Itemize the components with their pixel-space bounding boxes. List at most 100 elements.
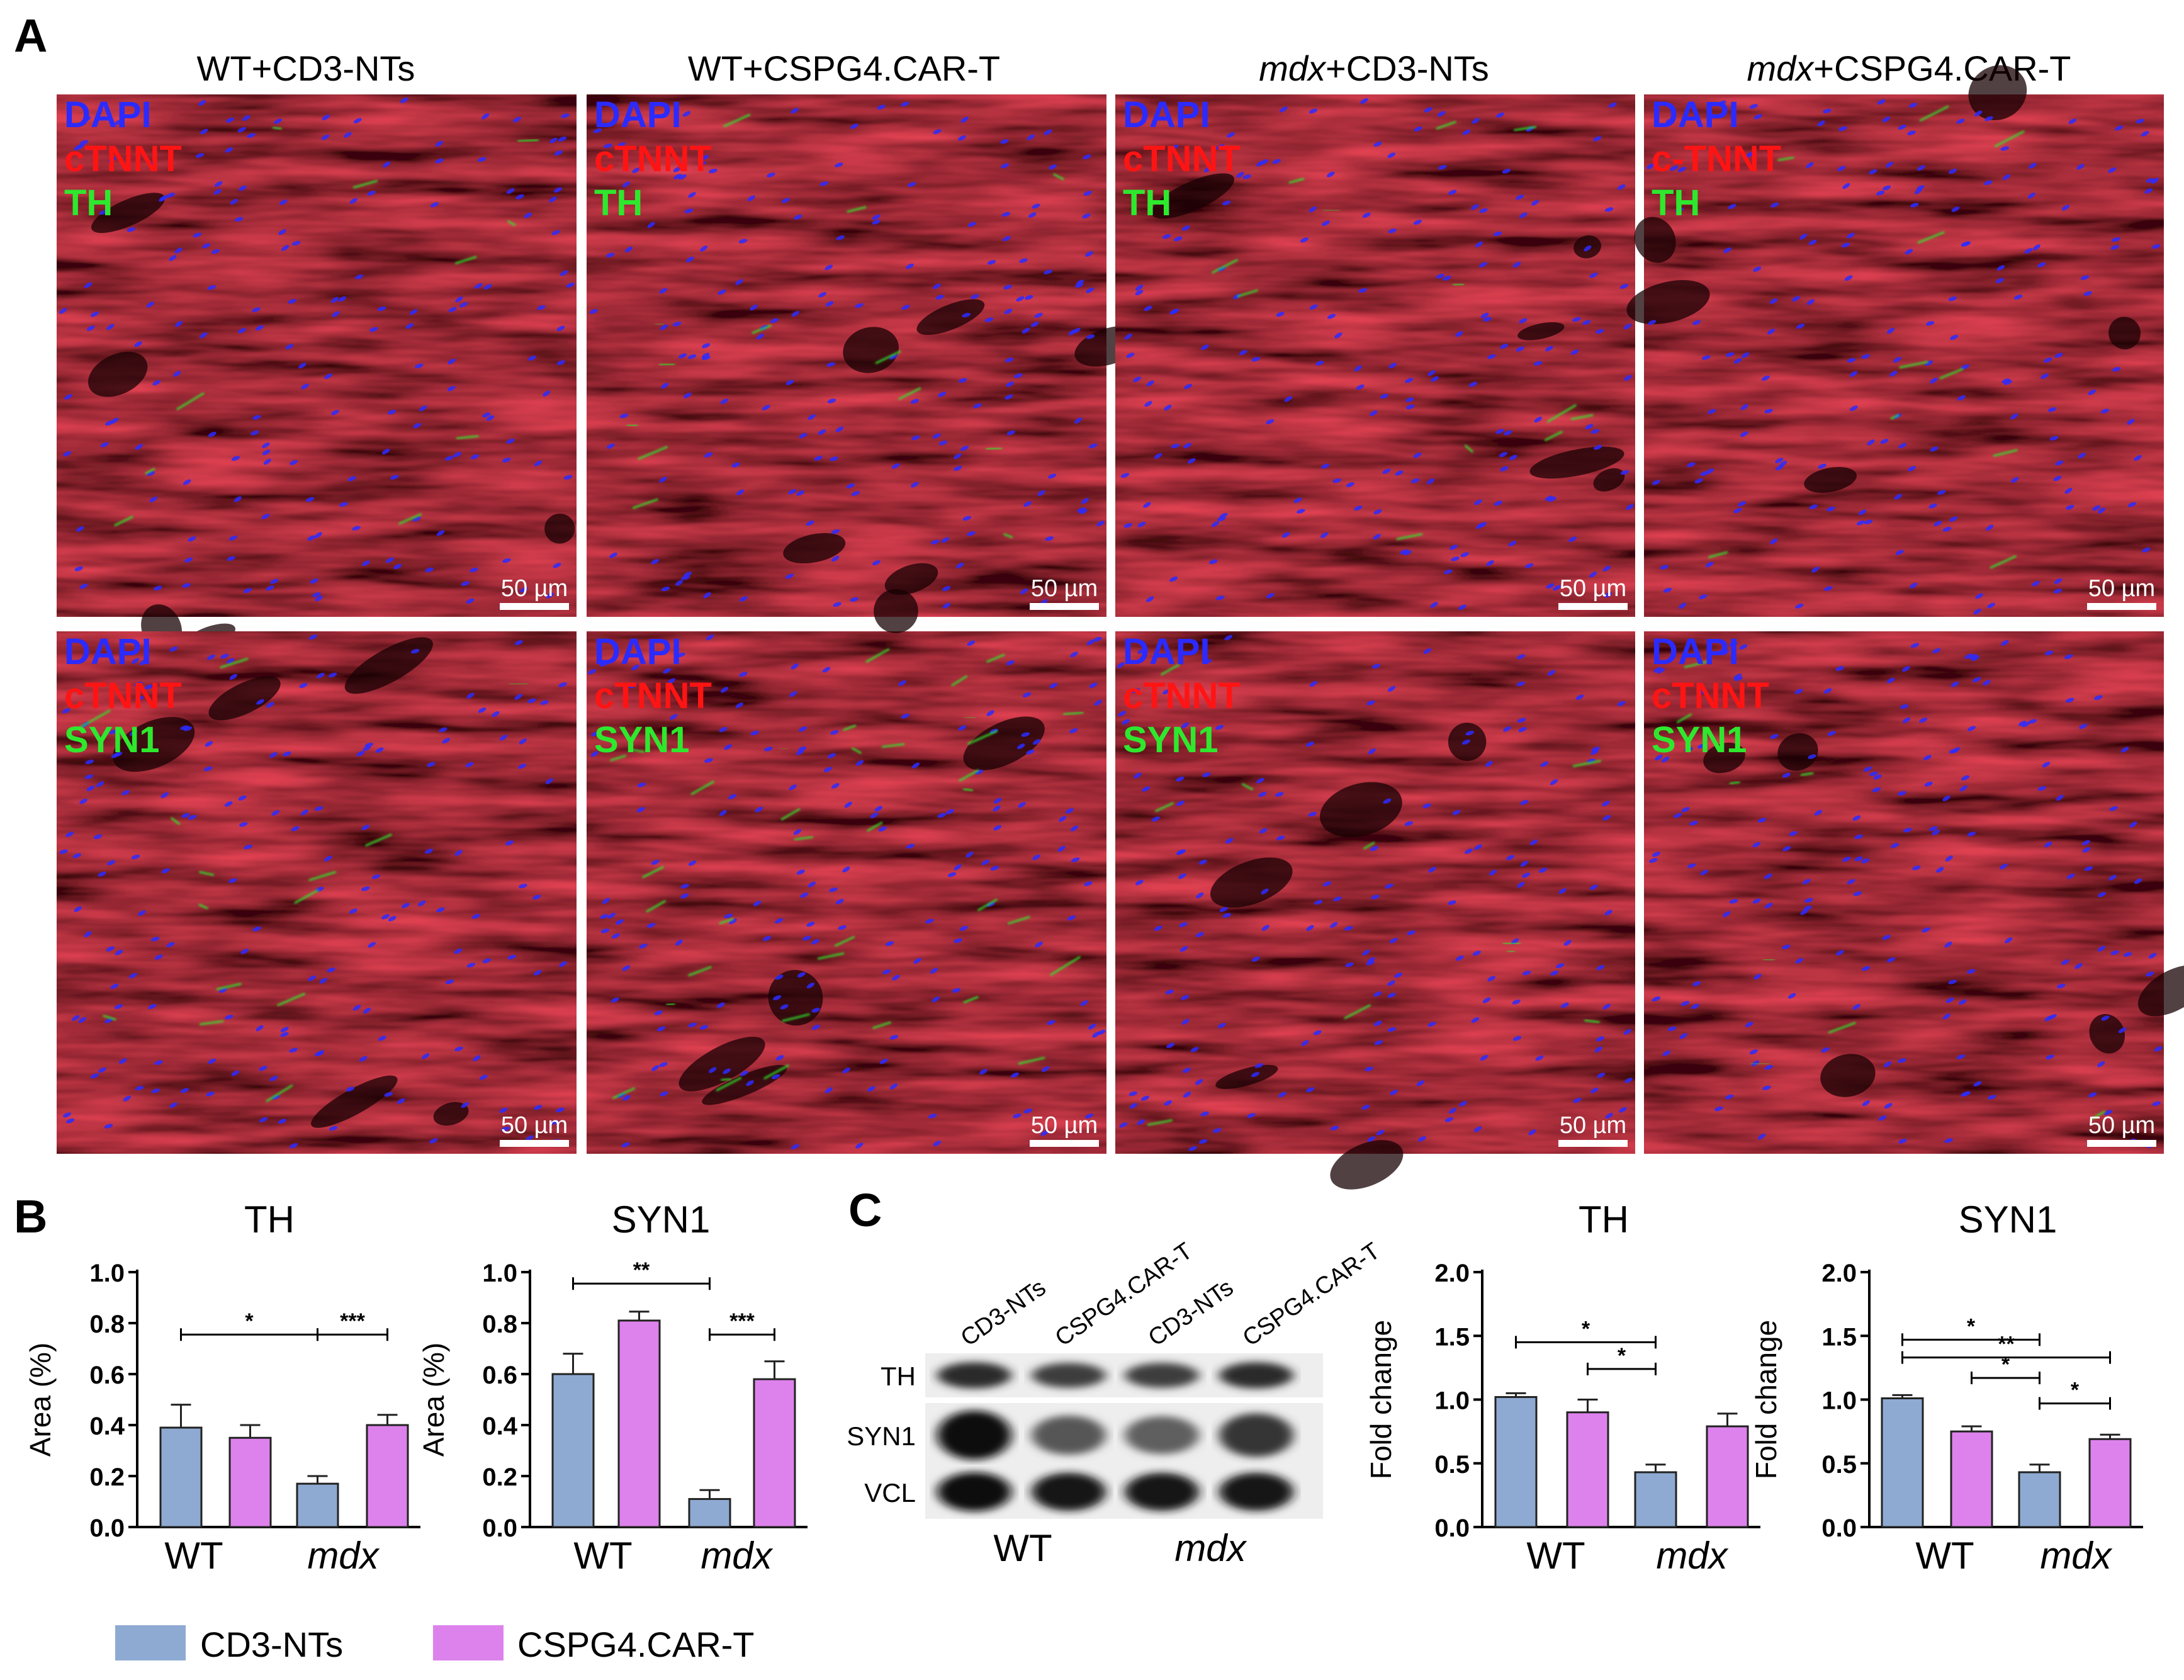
marker-fibre [666, 1003, 675, 1006]
nucleus [1032, 854, 1040, 860]
nucleus [2146, 971, 2154, 977]
nucleus [1118, 711, 1127, 717]
nucleus [681, 575, 690, 580]
nucleus [1604, 592, 1613, 598]
nucleus [1531, 200, 1539, 206]
marker-fibre [1917, 231, 1945, 244]
channel-label: TH [1652, 183, 1700, 223]
nucleus [1597, 1073, 1606, 1078]
nucleus [1261, 888, 1269, 894]
nucleus [86, 325, 95, 331]
nucleus [220, 653, 229, 659]
nucleus [1936, 867, 1944, 873]
tissue-void [843, 327, 899, 373]
nucleus [139, 659, 147, 665]
nucleus [2053, 475, 2062, 482]
nucleus [225, 1015, 234, 1020]
nucleus [1070, 825, 1079, 832]
nucleus [180, 1088, 189, 1093]
nucleus [720, 687, 729, 693]
nucleus [1333, 896, 1342, 901]
nucleus [321, 134, 330, 140]
nucleus [378, 1035, 386, 1041]
marker-fibre [199, 871, 215, 876]
nucleus [1387, 980, 1395, 986]
marker-fibre [1464, 444, 1474, 453]
nucleus [1122, 719, 1130, 725]
nucleus [882, 969, 891, 974]
nucleus [954, 864, 962, 871]
nucleus [1814, 809, 1823, 816]
nucleus [1382, 468, 1391, 474]
nucleus [1086, 640, 1095, 645]
nucleus [2100, 409, 2110, 414]
nucleus [1320, 532, 1329, 538]
nucleus [1729, 899, 1738, 904]
nucleus [1553, 585, 1561, 591]
nucleus [90, 1073, 99, 1079]
nucleus [1314, 899, 1323, 905]
nucleus [346, 1086, 354, 1092]
nucleus [1373, 141, 1382, 147]
nucleus [1519, 318, 1528, 324]
nucleus [831, 529, 840, 534]
nucleus [1512, 1035, 1522, 1041]
nucleus [415, 363, 424, 369]
nucleus [144, 684, 153, 690]
nucleus [1869, 169, 1877, 174]
marker-fibre [1993, 449, 2018, 457]
nucleus [1448, 189, 1457, 195]
scale-bar-label: 50 µm [1560, 1112, 1626, 1139]
channel-label: TH [594, 183, 643, 223]
nucleus [331, 410, 339, 415]
nucleus [1251, 956, 1260, 962]
nucleus [2084, 866, 2093, 871]
nucleus [208, 1058, 217, 1064]
nucleus [1405, 404, 1415, 410]
nucleus [957, 135, 966, 141]
nucleus [1619, 283, 1629, 289]
nucleus [796, 869, 805, 875]
nucleus [202, 243, 211, 249]
nucleus [1948, 979, 1957, 984]
nucleus [829, 887, 838, 893]
nucleus [1040, 1130, 1049, 1136]
nucleus [315, 595, 323, 602]
nucleus [780, 1004, 789, 1010]
nucleus [514, 694, 522, 700]
nucleus [375, 747, 384, 753]
nucleus [716, 1002, 725, 1008]
nucleus [1188, 1146, 1197, 1151]
nucleus [549, 1120, 559, 1125]
bar-cd3-nts [1494, 1395, 1538, 1528]
nucleus [688, 1022, 697, 1027]
nucleus [1222, 913, 1231, 918]
nucleus [1251, 357, 1260, 362]
nucleus [605, 252, 615, 257]
nucleus [1687, 462, 1696, 468]
nucleus [225, 147, 234, 153]
nucleus [439, 727, 447, 733]
nucleus [1259, 828, 1268, 834]
nucleus [1309, 304, 1318, 310]
nucleus [1950, 681, 1959, 687]
nucleus [1475, 241, 1483, 248]
nucleus [1120, 473, 1130, 478]
nucleus [93, 834, 103, 840]
nucleus [1535, 1055, 1544, 1061]
nucleus [195, 153, 205, 158]
marker-fibre [959, 769, 979, 782]
nucleus [2054, 578, 2063, 584]
bar-cd3-nts [1881, 1397, 1924, 1528]
nucleus [667, 678, 675, 684]
nucleus [1472, 118, 1480, 124]
nucleus [1864, 519, 1873, 524]
nucleus [1545, 495, 1553, 501]
nucleus [1626, 504, 1634, 510]
nucleus [338, 296, 347, 302]
nucleus [1646, 163, 1655, 169]
nucleus [263, 458, 271, 465]
nucleus [1387, 1027, 1397, 1032]
nucleus [1699, 594, 1708, 599]
